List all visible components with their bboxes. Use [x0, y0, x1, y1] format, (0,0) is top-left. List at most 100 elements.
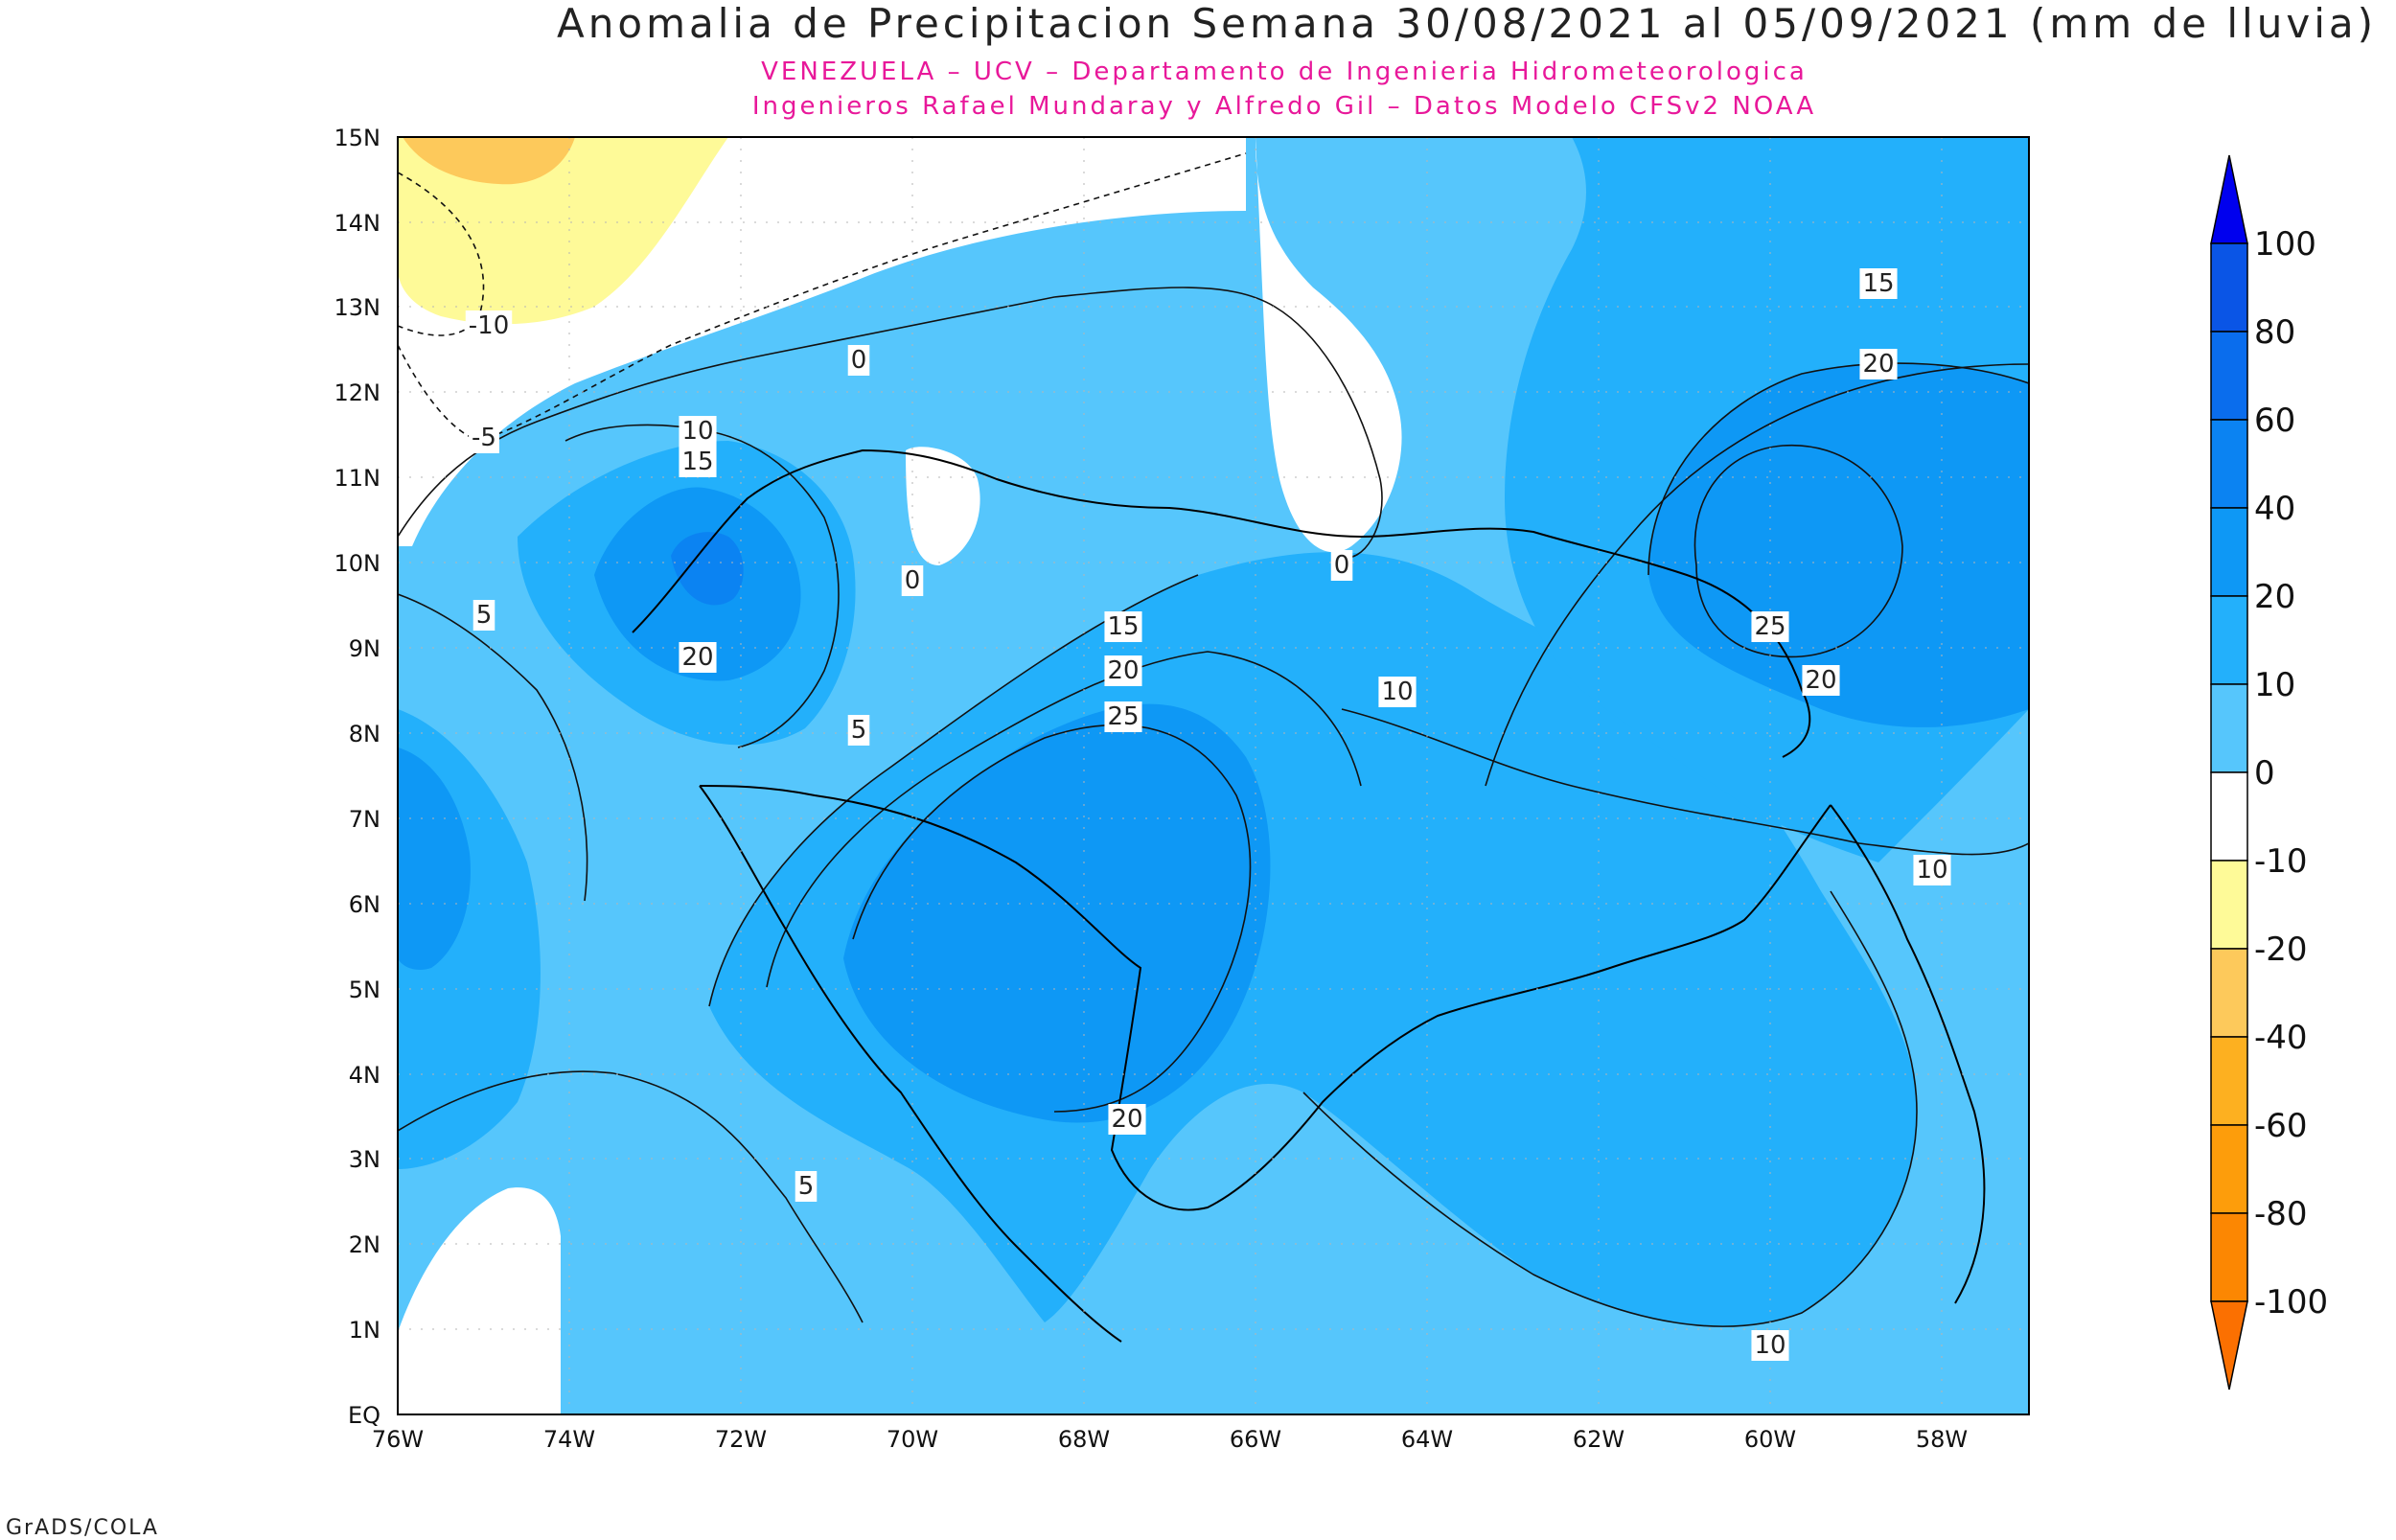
contour-line-minus10: [398, 172, 485, 336]
legend-label: 60: [2254, 402, 2295, 440]
lon-tick-label: 74W: [543, 1426, 595, 1453]
software-credit: GrADS/COLA: [6, 1516, 159, 1540]
legend-swatch: [2210, 419, 2248, 509]
legend-swatch: [2210, 1036, 2248, 1126]
lat-tick-label: EQ: [348, 1402, 380, 1429]
lon-tick-label: 72W: [715, 1426, 767, 1453]
lat-tick-label: 7N: [349, 806, 380, 833]
contour-label: 5: [851, 716, 867, 745]
contour-line-fifteen-east: [1485, 363, 2029, 787]
contour-label: 15: [1862, 269, 1894, 298]
plot-frame: [397, 136, 2030, 1415]
lat-tick-label: 11N: [334, 465, 381, 492]
legend-swatch: [2210, 507, 2248, 597]
lat-tick-label: 4N: [349, 1062, 380, 1089]
fill-negative-10-20: [398, 137, 728, 325]
contour-label-background: [1378, 677, 1417, 707]
contour-label: 10: [681, 417, 713, 446]
contour-label: 25: [1107, 702, 1139, 731]
lat-tick-label: 8N: [349, 721, 380, 747]
contour-line-twenty-east: [1647, 362, 2029, 576]
lon-tick-label: 62W: [1573, 1426, 1624, 1453]
contour-label: 20: [1107, 656, 1139, 685]
legend-arrow-bottom: [2210, 1300, 2248, 1391]
contour-label-background: [472, 600, 495, 631]
contour-label-background: [679, 447, 717, 477]
legend-label: 100: [2254, 225, 2316, 264]
fill-zero-west: [906, 447, 980, 565]
legend-label: 0: [2254, 754, 2275, 793]
lat-tick-label: 3N: [349, 1146, 380, 1173]
contour-label: 5: [798, 1172, 815, 1201]
legend-swatch: [2210, 595, 2248, 685]
contour-label: 15: [681, 448, 713, 476]
contour-label: 15: [1107, 612, 1139, 641]
fill-20-40-west-edge: [398, 747, 471, 970]
legend-label: -100: [2254, 1283, 2328, 1322]
contour-label-background: [1913, 855, 1951, 885]
contour-labels: -10 -5 0 10 15 5 20 0 15 20 25 5 0 10 25…: [465, 268, 1951, 1361]
legend-label: 10: [2254, 666, 2295, 704]
map-subtitle-institution: VENEZUELA – UCV – Departamento de Ingeni…: [761, 57, 1808, 86]
country-borders: [632, 448, 1986, 1343]
contour-label-background: [1859, 349, 1898, 379]
lat-tick-label: 14N: [334, 210, 381, 237]
contour-label-background: [1104, 655, 1142, 686]
lat-tick-label: 12N: [334, 379, 381, 406]
venezuela-south-border: [699, 785, 1832, 1211]
map-title: Anomalia de Precipitacion Semana 30/08/2…: [557, 0, 2377, 47]
fill-zero-southwest: [398, 1187, 561, 1414]
contour-label-background: [795, 1171, 818, 1202]
lat-tick-label: 15N: [334, 125, 381, 151]
contour-line-zero-north: [398, 287, 1383, 559]
contour-line-five-south: [398, 1070, 864, 1323]
legend-swatch: [2210, 242, 2248, 333]
legend-swatch: [2210, 771, 2248, 862]
legend-label: -60: [2254, 1107, 2308, 1145]
contour-label-background: [1108, 1104, 1146, 1135]
contour-label-background: [1751, 1330, 1789, 1361]
fill-40-60-lake: [671, 532, 744, 606]
lon-tick-label: 66W: [1230, 1426, 1281, 1453]
contour-line-twentyfive-east: [1693, 444, 1903, 658]
contour-label: 25: [1754, 612, 1785, 641]
contour-label: -10: [469, 311, 509, 340]
legend-swatch: [2210, 948, 2248, 1038]
contour-label: 0: [905, 566, 921, 595]
guyana-border: [1830, 804, 1986, 1304]
lat-tick-label: 2N: [349, 1231, 380, 1258]
contour-label-background: [1859, 268, 1898, 299]
fill-zero-caribbean: [1256, 137, 1402, 553]
contour-label-background: [847, 345, 870, 376]
contour-label-background: [1104, 701, 1142, 732]
contour-label-background: [1330, 550, 1353, 581]
fill-10-20-central: [709, 552, 1917, 1327]
lon-tick-label: 64W: [1401, 1426, 1453, 1453]
legend-label: -80: [2254, 1195, 2308, 1233]
legend-labels: 100 80 60 40 20 10 0 -10 -20 -40 -60 -80…: [2254, 225, 2328, 1322]
legend-label: -20: [2254, 931, 2308, 969]
contour-label-background: [847, 715, 870, 746]
contour-label: 20: [1805, 666, 1836, 695]
longitude-axis: 76W 74W 72W 70W 68W 66W 64W 62W 60W 58W: [372, 1426, 1968, 1453]
map-subtitle-authors: Ingenieros Rafael Mundaray y Alfredo Gil…: [751, 92, 1817, 121]
contour-label-background: [1104, 611, 1142, 642]
colombia-border: [699, 785, 1122, 1343]
contour-label: 20: [1862, 350, 1894, 379]
contour-line-fifteen-central: [766, 651, 1362, 988]
legend-label: -10: [2254, 842, 2308, 881]
contour-label-background: [1751, 611, 1789, 642]
legend-arrow-top: [2210, 154, 2248, 244]
contour-label: 10: [1381, 678, 1413, 706]
contour-label-background: [679, 642, 717, 673]
contour-label-background: [465, 310, 513, 341]
contour-line-ten-south: [1302, 890, 1918, 1327]
contour-label: 20: [681, 643, 713, 672]
contour-label: -5: [472, 424, 496, 452]
lon-tick-label: 70W: [887, 1426, 938, 1453]
legend-swatch: [2210, 860, 2248, 950]
lat-tick-label: 10N: [334, 550, 381, 577]
contour-label: 5: [476, 601, 493, 630]
lat-tick-label: 9N: [349, 635, 380, 662]
lon-tick-label: 60W: [1744, 1426, 1796, 1453]
